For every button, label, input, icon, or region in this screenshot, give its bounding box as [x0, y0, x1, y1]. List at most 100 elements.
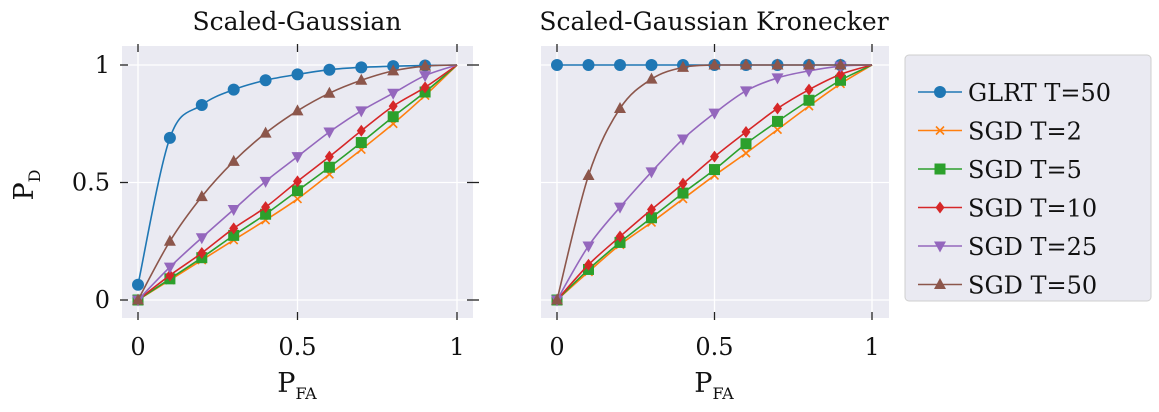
- data-point: [291, 68, 304, 81]
- data-point: [228, 229, 240, 241]
- data-point: [708, 58, 721, 70]
- legend-label: SGD T=10: [968, 195, 1097, 223]
- data-point: [741, 125, 751, 138]
- data-point: [165, 269, 175, 282]
- data-point: [646, 212, 657, 224]
- data-point: [227, 83, 240, 96]
- data-point: [291, 104, 304, 116]
- series-sgd-t-10: [133, 64, 458, 306]
- legend-label: GLRT T=50: [968, 79, 1111, 107]
- data-point: [419, 71, 432, 83]
- data-point: [132, 293, 144, 305]
- legend-marker: [934, 163, 946, 175]
- legend-label: SGD T=50: [968, 272, 1097, 300]
- legend-label: SGD T=2: [968, 118, 1082, 146]
- data-point: [615, 230, 625, 243]
- data-point: [614, 202, 626, 214]
- x-tick-label: 0: [130, 333, 145, 361]
- data-point: [803, 94, 815, 106]
- legend-entry: SGD T=25: [918, 233, 1097, 261]
- data-point: [645, 167, 658, 179]
- series-glrt-t-50: [132, 59, 458, 291]
- data-point: [419, 59, 432, 71]
- data-point: [195, 190, 208, 202]
- data-point: [647, 203, 656, 216]
- data-point: [836, 68, 845, 81]
- data-point: [709, 164, 720, 176]
- series: [551, 58, 873, 307]
- legend-box: [904, 54, 1152, 302]
- data-point: [323, 127, 336, 139]
- data-point: [293, 175, 302, 188]
- legend-marker: [935, 125, 945, 136]
- data-point: [771, 73, 784, 85]
- chart-scaled-gaussian-kronecker: Scaled-Gaussian Kronecker 0 0.5 1 PFA: [539, 7, 889, 403]
- data-point: [420, 81, 430, 94]
- data-point: [229, 222, 239, 235]
- data-point: [260, 208, 272, 220]
- data-point: [551, 293, 563, 305]
- data-point: [259, 176, 272, 188]
- legend-label: SGD T=25: [968, 233, 1097, 261]
- y-tick-label: 1: [95, 51, 110, 79]
- data-point: [197, 247, 207, 259]
- data-point: [645, 59, 658, 71]
- chart-scaled-gaussian: Scaled-Gaussian 0 0.5 1 0 0.5 1 PFA PD: [9, 7, 479, 403]
- series-sgd-t-50: [132, 59, 458, 305]
- data-point: [227, 154, 240, 166]
- data-point: [323, 161, 335, 173]
- data-point: [323, 63, 336, 76]
- chart-title: Scaled-Gaussian Kronecker: [539, 7, 888, 36]
- series-sgd-t-25: [132, 64, 458, 307]
- data-point: [551, 59, 563, 71]
- legend-marker: [935, 201, 945, 214]
- chart-title: Scaled-Gaussian: [193, 7, 402, 36]
- y-tick-label: 0: [95, 286, 110, 314]
- data-point: [614, 59, 626, 71]
- data-point: [773, 102, 782, 115]
- data-point: [582, 59, 595, 71]
- data-point: [292, 194, 303, 204]
- data-point: [708, 108, 721, 120]
- legend: GLRT T=50 SGD T=2 SGD T=5 SGD T=10 SGD T=25 S…: [904, 54, 1152, 302]
- data-point: [163, 131, 176, 144]
- data-point: [292, 185, 303, 197]
- data-point: [803, 58, 815, 70]
- data-point: [834, 58, 847, 70]
- data-point: [677, 187, 689, 199]
- data-point: [387, 88, 400, 100]
- data-point: [710, 150, 719, 163]
- data-point: [355, 137, 367, 149]
- data-point: [259, 74, 272, 87]
- data-point: [678, 177, 688, 190]
- x-tick-label: 0.5: [278, 333, 316, 361]
- legend-entry: GLRT T=50: [918, 79, 1111, 107]
- data-point: [163, 234, 176, 246]
- data-point: [356, 124, 366, 137]
- data-point: [355, 73, 368, 85]
- data-point: [227, 205, 240, 217]
- data-point: [195, 98, 208, 111]
- x-tick-label: 0.5: [695, 333, 733, 361]
- tick-labels: 0 0.5 1 0 0.5 1: [72, 51, 465, 361]
- x-tick-label: 1: [449, 333, 464, 361]
- legend-entry: SGD T=5: [918, 156, 1082, 184]
- legend-entry: SGD T=50: [918, 272, 1097, 300]
- data-point: [614, 101, 626, 113]
- data-point: [355, 106, 368, 118]
- legend-entry: SGD T=10: [918, 195, 1097, 223]
- x-tick-label: 0: [549, 333, 564, 361]
- data-point: [645, 72, 658, 84]
- data-point: [804, 83, 814, 96]
- ticks: [556, 44, 873, 320]
- series-sgd-t-50: [551, 58, 872, 305]
- data-point: [584, 258, 593, 271]
- data-point: [677, 60, 689, 72]
- data-point: [324, 150, 334, 163]
- legend-marker: [934, 86, 946, 98]
- x-axis-label: PFA: [277, 368, 317, 403]
- tick-labels: 0 0.5 1: [549, 333, 879, 361]
- data-point: [741, 148, 751, 158]
- data-point: [132, 278, 144, 291]
